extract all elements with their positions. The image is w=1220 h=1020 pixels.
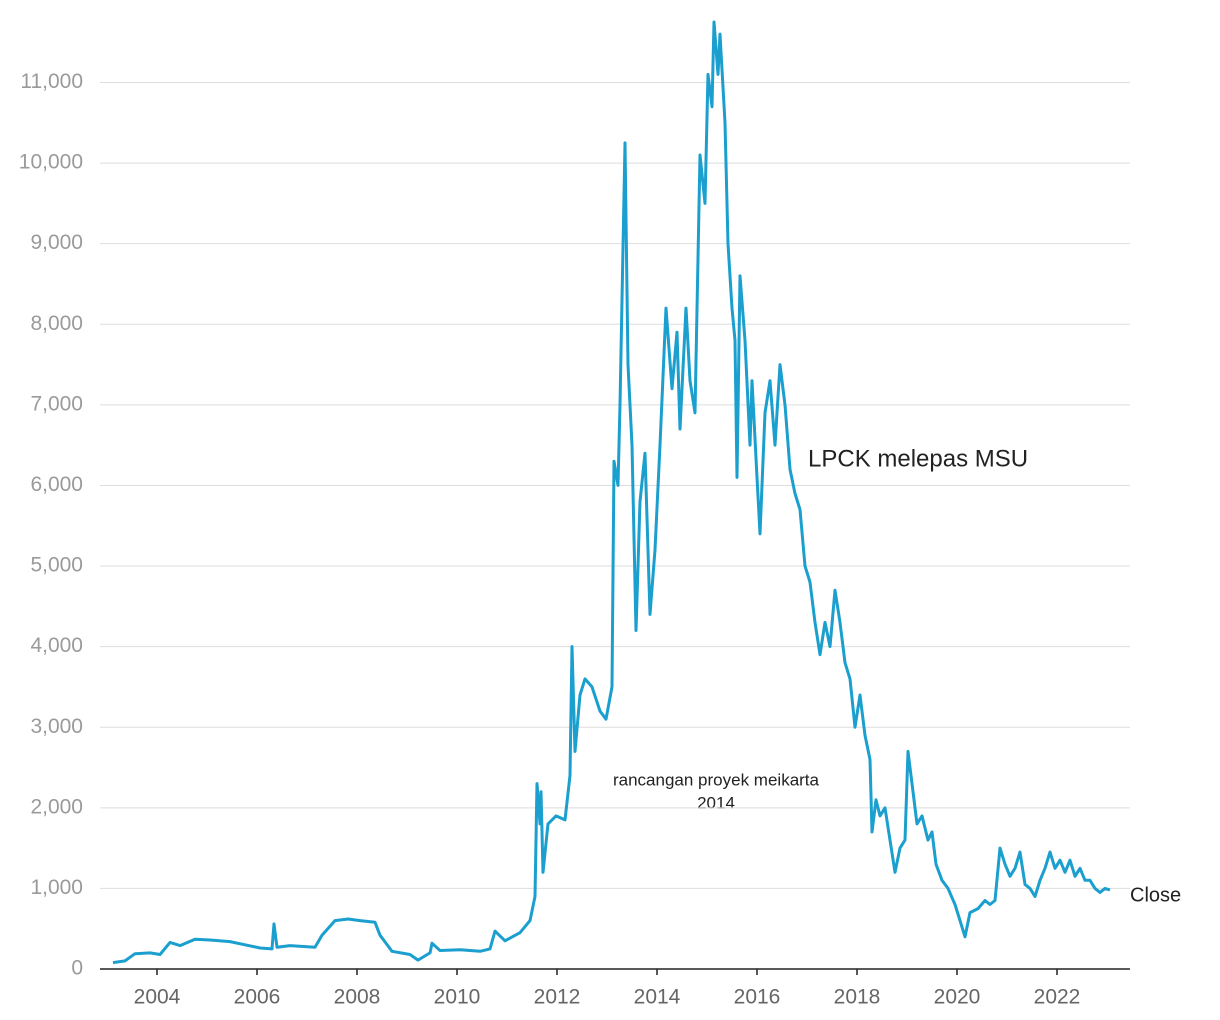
x-tick-label: 2010 [434,986,481,1009]
y-tick-label: 8,000 [30,312,83,335]
annotation: rancangan proyek meikarta [613,770,820,789]
y-tick-label: 11,000 [20,70,83,93]
x-tick-label: 2018 [834,986,881,1009]
y-tick-label: 10,000 [19,151,83,174]
x-tick-label: 2012 [534,986,581,1009]
series-label: Close [1130,884,1181,906]
y-tick-label: 7,000 [30,392,83,415]
x-tick-label: 2022 [1034,986,1081,1009]
y-tick-label: 1,000 [30,876,83,899]
x-tick-label: 2004 [134,986,181,1009]
x-tick-label: 2008 [334,986,381,1009]
y-tick-label: 3,000 [30,715,83,738]
x-tick-label: 2006 [234,986,281,1009]
x-tick-label: 2016 [734,986,781,1009]
y-tick-label: 9,000 [30,231,83,254]
annotation: 2014 [697,793,735,812]
y-tick-label: 0 [71,957,83,980]
y-tick-label: 2,000 [30,795,83,818]
x-tick-label: 2014 [634,986,681,1009]
y-tick-label: 6,000 [30,473,83,496]
x-tick-label: 2020 [934,986,981,1009]
price-line [112,20,1111,965]
y-tick-label: 5,000 [30,554,83,577]
annotation: LPCK melepas MSU [808,445,1028,472]
y-tick-label: 4,000 [30,634,83,657]
